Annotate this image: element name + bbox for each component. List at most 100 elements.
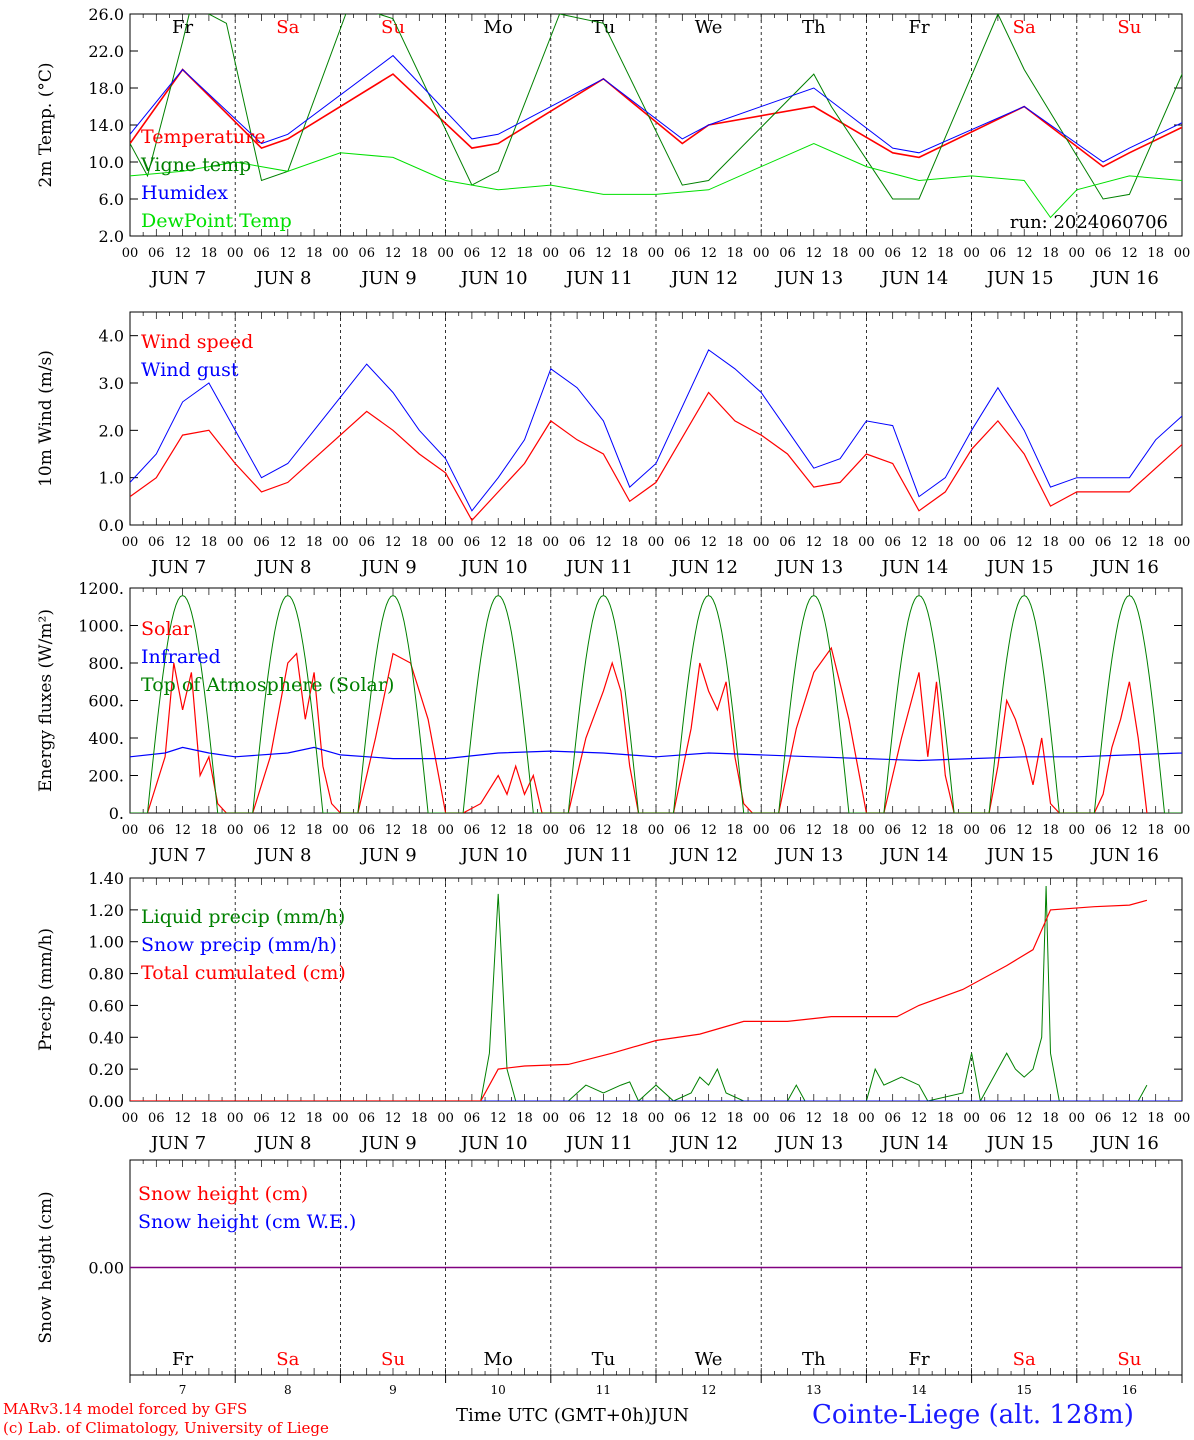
y-axis-title: Energy fluxes (W/m²)	[36, 609, 56, 792]
legend-entry: Wind gust	[141, 359, 239, 381]
x-hour-label: 12	[490, 535, 507, 550]
series-line	[130, 349, 1182, 512]
x-date-label: JUN 13	[774, 1133, 843, 1154]
x-date-label: JUN 16	[1090, 268, 1159, 289]
x-hour-label: 18	[621, 823, 638, 838]
x-hour-label: 12	[911, 1111, 928, 1126]
x-hour-label: 00	[963, 823, 980, 838]
x-hour-label: 00	[543, 1111, 560, 1126]
x-hour-label: 12	[595, 823, 612, 838]
x-hour-label: 18	[411, 1111, 428, 1126]
x-hour-label: 06	[990, 246, 1007, 261]
legend-entry: Temperature	[141, 126, 265, 148]
x-hour-label: 00	[543, 246, 560, 261]
x-hour-label: 06	[1095, 1111, 1112, 1126]
x-hour-label: 06	[464, 535, 481, 550]
x-hour-label: 00	[437, 823, 454, 838]
x-date-label: JUN 8	[254, 557, 311, 578]
x-hour-label: 18	[621, 535, 638, 550]
x-hour-label: 06	[779, 535, 796, 550]
footer-model-line: MARv3.14 model forced by GFS	[3, 1400, 248, 1418]
y-tick-label: 400.	[88, 729, 124, 748]
bottom-date-label: 10	[491, 1383, 506, 1397]
x-hour-label: 06	[253, 1111, 270, 1126]
x-date-label: JUN 16	[1090, 557, 1159, 578]
x-date-label: JUN 16	[1090, 1133, 1159, 1154]
x-hour-label: 06	[358, 246, 375, 261]
x-hour-label: 00	[1069, 246, 1086, 261]
y-tick-label: 6.0	[99, 190, 124, 209]
x-hour-label: 12	[385, 1111, 402, 1126]
x-hour-label: 00	[1174, 1111, 1191, 1126]
x-hour-label: 18	[201, 823, 218, 838]
x-hour-label: 06	[1095, 246, 1112, 261]
x-hour-label: 12	[490, 246, 507, 261]
x-hour-label: 12	[1016, 246, 1033, 261]
x-hour-label: 12	[911, 823, 928, 838]
legend-entry: Humidex	[141, 182, 228, 204]
legend-entry: Vigne temp	[140, 154, 251, 176]
x-hour-label: 18	[937, 535, 954, 550]
x-hour-label: 18	[937, 823, 954, 838]
weekday-label: Sa	[1013, 17, 1036, 38]
x-hour-label: 18	[727, 823, 744, 838]
x-axis-month: JUN	[650, 1405, 690, 1426]
x-date-label: JUN 9	[359, 1133, 416, 1154]
x-date-label: JUN 11	[564, 268, 633, 289]
x-date-label: JUN 14	[880, 1133, 949, 1154]
bottom-date-label: 9	[389, 1383, 397, 1397]
x-hour-label: 00	[332, 1111, 349, 1126]
x-hour-label: 06	[569, 535, 586, 550]
x-hour-label: 06	[358, 535, 375, 550]
x-hour-label: 00	[648, 535, 665, 550]
x-date-label: JUN 10	[459, 1133, 528, 1154]
x-hour-label: 06	[884, 246, 901, 261]
x-hour-label: 06	[464, 823, 481, 838]
weekday-label: Tu	[592, 1349, 616, 1370]
x-date-label: JUN 14	[880, 845, 949, 866]
x-hour-label: 06	[779, 823, 796, 838]
y-axis-title: Precip (mm/h)	[36, 928, 56, 1051]
x-hour-label: 18	[621, 1111, 638, 1126]
series-line	[146, 646, 1148, 813]
x-date-label: JUN 13	[774, 268, 843, 289]
legend-entry: Snow precip (mm/h)	[141, 934, 337, 956]
y-tick-label: 1200.	[78, 579, 124, 598]
x-date-label: JUN 11	[564, 845, 633, 866]
x-hour-label: 06	[464, 246, 481, 261]
bottom-date-label: 12	[701, 1383, 716, 1397]
bottom-date-label: 11	[596, 1383, 611, 1397]
series-line	[130, 68, 1182, 168]
weekday-label: Su	[1117, 1349, 1141, 1370]
x-hour-label: 12	[911, 246, 928, 261]
weekday-label: Th	[802, 17, 826, 38]
x-hour-label: 12	[1016, 1111, 1033, 1126]
weekday-label: Su	[381, 1349, 405, 1370]
x-hour-label: 18	[937, 1111, 954, 1126]
x-hour-label: 06	[884, 1111, 901, 1126]
x-hour-label: 12	[280, 1111, 297, 1126]
x-hour-label: 12	[490, 1111, 507, 1126]
y-axis-title: 2m Temp. (°C)	[36, 62, 56, 187]
x-hour-label: 00	[753, 823, 770, 838]
x-hour-label: 06	[148, 1111, 165, 1126]
x-hour-label: 12	[700, 823, 717, 838]
x-date-label: JUN 11	[564, 557, 633, 578]
x-date-label: JUN 7	[149, 845, 206, 866]
x-date-label: JUN 15	[985, 557, 1054, 578]
weekday-label: Tu	[592, 17, 616, 38]
x-hour-label: 00	[753, 246, 770, 261]
x-date-label: JUN 12	[669, 1133, 738, 1154]
x-hour-label: 18	[621, 246, 638, 261]
y-tick-label: 4.0	[99, 327, 124, 346]
y-tick-label: 0.80	[88, 965, 124, 984]
weekday-label: Sa	[276, 17, 299, 38]
legend-entry: Top of Atmosphere (Solar)	[141, 674, 394, 696]
x-hour-label: 12	[174, 1111, 191, 1126]
x-date-label: JUN 11	[564, 1133, 633, 1154]
x-hour-label: 18	[201, 1111, 218, 1126]
y-tick-label: 0.0	[99, 516, 124, 535]
legend-entry: Snow height (cm)	[138, 1183, 308, 1205]
x-axis-label: Time UTC (GMT+0h)JUN	[456, 1405, 689, 1426]
x-hour-label: 12	[700, 1111, 717, 1126]
